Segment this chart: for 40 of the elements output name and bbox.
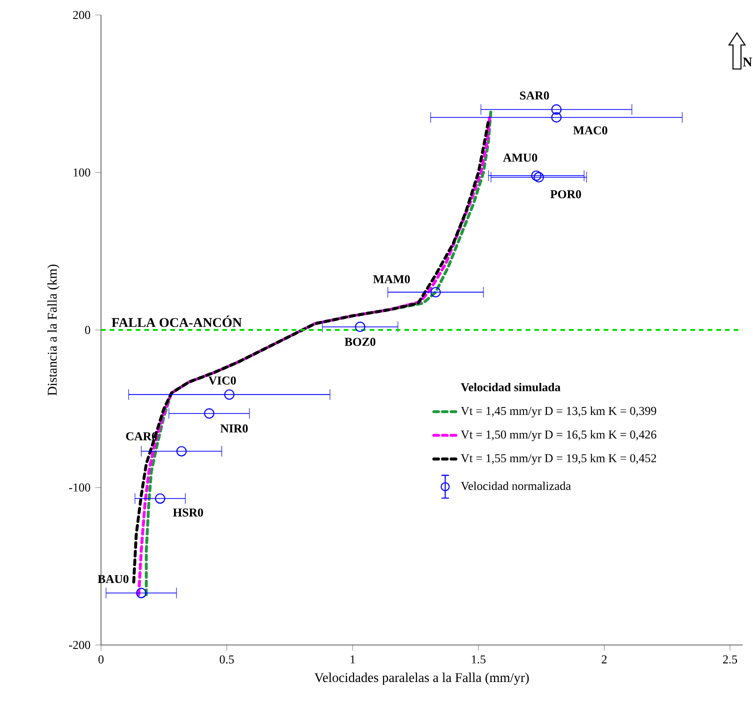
point <box>204 408 214 419</box>
text: N <box>742 58 752 66</box>
annotation: NIR0 <box>220 424 248 433</box>
legend-label: Vt = 1,50 mm/yr D = 16,5 km K = 0,426 <box>460 430 656 442</box>
point <box>154 493 166 504</box>
point <box>430 286 441 298</box>
x-tick-label: 0.5 <box>220 655 234 664</box>
x-tick-label: 2.5 <box>723 655 738 664</box>
point <box>176 446 187 456</box>
annotation: AMU0 <box>503 154 538 162</box>
y-axis-title: Distancia a la Falla (km) <box>47 264 60 396</box>
y-tick-label: 100 <box>74 168 90 177</box>
annotation: HSR0 <box>173 508 204 517</box>
point <box>354 322 366 332</box>
y-tick-label: -200 <box>69 640 90 650</box>
legend-label: Vt = 1,55 mm/yr D = 19,5 km K = 0,452 <box>460 454 656 465</box>
annotation: BOZ0 <box>344 338 376 346</box>
point <box>551 112 562 123</box>
annotation: MAM0 <box>373 275 410 284</box>
annotation: VIC0 <box>208 376 236 385</box>
point <box>136 588 146 598</box>
x-axis-title: Velocidades paralelas a la Falla (mm/yr) <box>314 672 529 685</box>
annotation: SAR0 <box>520 91 549 100</box>
legend-title: Velocidad simulada <box>460 382 560 392</box>
annotation: BAU0 <box>98 574 128 584</box>
x-tick-label: 1.5 <box>472 655 486 664</box>
point <box>224 389 235 400</box>
y-tick-label: 200 <box>73 10 90 20</box>
legend-label: Velocidad normalizada <box>460 482 571 490</box>
y-tick-label: -100 <box>69 483 90 492</box>
x-tick-label: 1 <box>350 655 355 664</box>
annotation: MAC0 <box>573 126 608 134</box>
legend-label: Vt = 1,45 mm/yr D = 13,5 km K = 0,399 <box>460 406 656 418</box>
ref-line-label: FALLA OCA-ANCÓN <box>112 315 242 328</box>
x-tick-label: 0 <box>98 655 104 664</box>
point <box>534 172 544 182</box>
x-tick-label: 2 <box>602 655 607 664</box>
point <box>551 104 562 115</box>
y-tick-label: 0 <box>85 326 90 334</box>
annotation: POR0 <box>550 190 582 198</box>
